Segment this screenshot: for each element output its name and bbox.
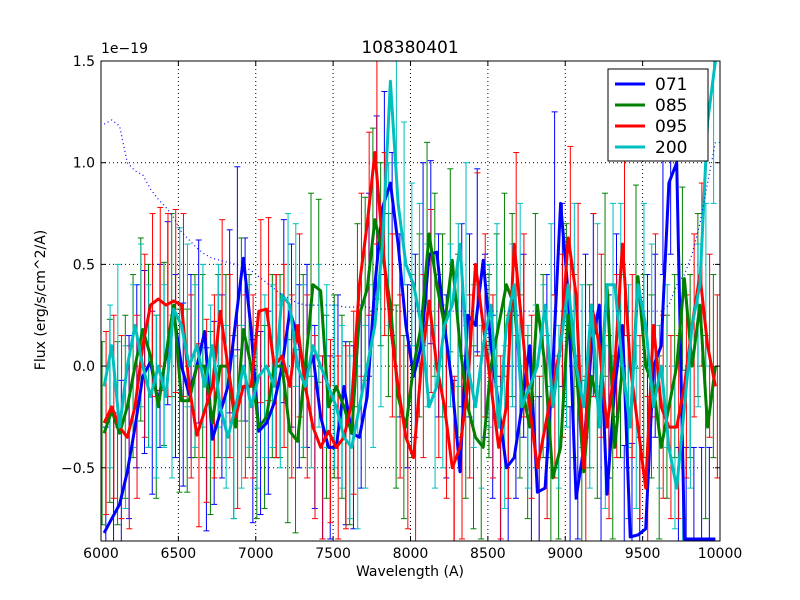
legend-label-095: 095 — [655, 117, 687, 137]
series-line-sky — [103, 119, 716, 312]
y-tick-label: −0.5 — [61, 461, 95, 477]
y-offset-label: 1e−19 — [101, 41, 148, 57]
x-axis-label: Wavelength (A) — [356, 564, 464, 580]
series-line-200 — [102, 61, 717, 490]
x-tick-label: 9500 — [625, 546, 661, 562]
legend-label-085: 085 — [655, 96, 687, 116]
x-tick-label: 10000 — [698, 546, 743, 562]
x-tick-label: 6000 — [83, 546, 119, 562]
chart-title: 108380401 — [361, 38, 458, 58]
x-tick-label: 6500 — [161, 546, 197, 562]
y-tick-label: 1.5 — [73, 54, 95, 70]
y-tick-label: 0.5 — [73, 257, 95, 273]
series-line-095 — [102, 151, 717, 490]
x-tick-label: 8000 — [393, 546, 429, 562]
x-tick-label: 8500 — [470, 546, 506, 562]
y-tick-label: 0.0 — [73, 359, 95, 375]
x-tick-label: 9000 — [547, 546, 583, 562]
legend-label-071: 071 — [655, 75, 687, 95]
legend-label-200: 200 — [655, 138, 687, 158]
x-tick-label: 7500 — [315, 546, 351, 562]
x-tick-label: 7000 — [238, 546, 274, 562]
y-tick-label: 1.0 — [73, 156, 95, 172]
y-axis-label: Flux (erg/s/cm^2/A) — [33, 230, 49, 370]
